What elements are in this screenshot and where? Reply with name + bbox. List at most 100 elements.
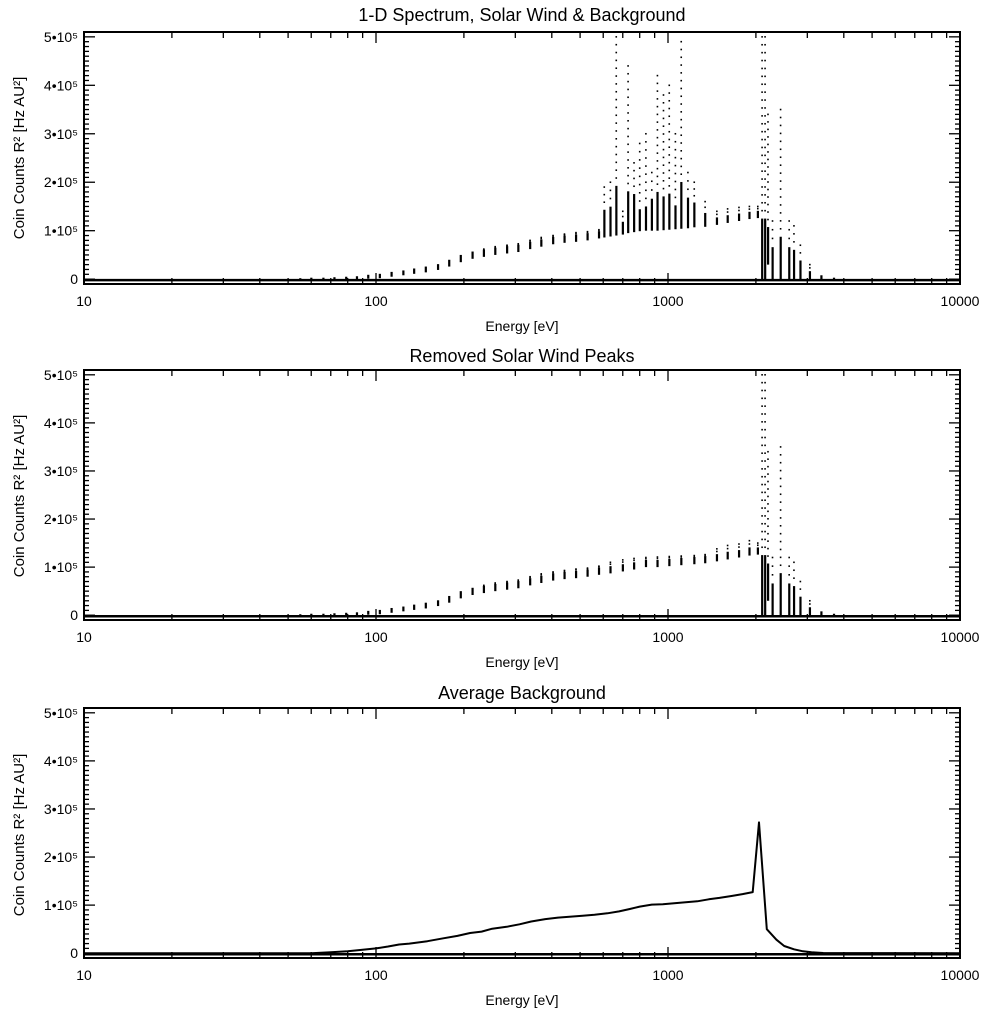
data-point bbox=[674, 196, 677, 199]
energy-step bbox=[603, 186, 606, 238]
data-point bbox=[627, 182, 629, 185]
energy-step bbox=[771, 220, 774, 280]
energy-step bbox=[638, 142, 641, 232]
y-axis-label: Coin Counts R² [Hz AU²] bbox=[11, 77, 28, 240]
energy-step bbox=[726, 208, 729, 223]
data-point bbox=[771, 237, 774, 240]
plot-area: 10 100 1000 10000 0 1•10⁵ 2•10⁵ 3•10⁵ 4•10⁵ 5•10⁵ bbox=[44, 705, 980, 983]
data-point bbox=[540, 236, 543, 239]
energy-step bbox=[693, 554, 696, 565]
energy-step bbox=[367, 610, 370, 615]
data-point bbox=[668, 123, 671, 125]
x-tick-label: 10000 bbox=[941, 967, 980, 983]
data-point bbox=[627, 65, 629, 67]
data-point bbox=[650, 171, 653, 174]
y-tick-label: 2•10⁵ bbox=[44, 511, 78, 527]
data-point-cluster bbox=[540, 239, 543, 247]
data-point-cluster bbox=[644, 559, 648, 568]
x-tick-label: 1000 bbox=[652, 967, 683, 983]
data-point bbox=[627, 135, 629, 138]
data-point bbox=[529, 239, 531, 242]
data-point bbox=[517, 579, 520, 581]
data-point bbox=[609, 189, 612, 192]
data-point bbox=[603, 186, 606, 188]
data-point-cluster bbox=[355, 612, 359, 616]
data-point bbox=[517, 242, 520, 245]
data-point-cluster bbox=[563, 235, 566, 243]
data-point bbox=[767, 503, 769, 505]
data-point-cluster bbox=[459, 591, 462, 599]
data-point bbox=[748, 539, 751, 542]
panel-title: 1-D Spectrum, Solar Wind & Background bbox=[358, 5, 685, 25]
energy-step bbox=[792, 561, 796, 616]
data-point bbox=[761, 201, 763, 204]
data-point bbox=[761, 405, 763, 407]
data-point bbox=[761, 397, 763, 400]
energy-step bbox=[650, 171, 653, 231]
y-axis-label: Coin Counts R² [Hz AU²] bbox=[11, 754, 28, 917]
data-point bbox=[764, 170, 766, 172]
data-point bbox=[767, 495, 769, 498]
data-point bbox=[779, 204, 782, 206]
data-point bbox=[767, 540, 769, 542]
data-point bbox=[761, 507, 763, 509]
data-point-cluster bbox=[413, 604, 416, 610]
data-point-cluster bbox=[761, 555, 764, 616]
data-point-cluster bbox=[506, 582, 509, 590]
energy-step bbox=[621, 210, 624, 235]
data-point-cluster bbox=[766, 563, 770, 601]
data-point bbox=[761, 381, 763, 384]
data-point bbox=[494, 245, 497, 248]
energy-step bbox=[563, 569, 566, 580]
data-point-cluster bbox=[832, 277, 836, 280]
data-point bbox=[656, 136, 659, 139]
data-point bbox=[680, 103, 683, 105]
data-point bbox=[761, 194, 763, 196]
data-point bbox=[598, 228, 600, 231]
data-point bbox=[764, 436, 766, 439]
data-point bbox=[633, 177, 635, 180]
data-point-cluster bbox=[779, 573, 782, 616]
energy-step bbox=[748, 205, 751, 220]
data-point bbox=[767, 203, 769, 206]
data-point-cluster bbox=[609, 206, 612, 237]
data-point bbox=[638, 175, 641, 178]
data-point bbox=[764, 130, 766, 133]
data-point bbox=[716, 548, 718, 550]
data-point bbox=[764, 194, 766, 196]
data-point-cluster bbox=[402, 270, 405, 276]
data-point-cluster bbox=[621, 564, 624, 572]
data-point bbox=[483, 248, 485, 250]
data-point bbox=[650, 180, 653, 183]
x-tick-label: 10000 bbox=[941, 293, 980, 309]
data-point bbox=[767, 458, 769, 460]
data-point bbox=[793, 225, 795, 227]
data-point-cluster bbox=[764, 555, 767, 616]
energy-step bbox=[413, 604, 416, 610]
data-point bbox=[674, 132, 677, 135]
data-point bbox=[674, 156, 677, 159]
data-point bbox=[680, 72, 683, 74]
data-point-cluster bbox=[436, 600, 440, 607]
data-point bbox=[615, 90, 618, 93]
data-point-cluster bbox=[756, 210, 759, 219]
data-point bbox=[662, 141, 665, 143]
data-point bbox=[771, 565, 774, 567]
data-point bbox=[779, 485, 782, 488]
panel-spectrum: 1-D Spectrum, Solar Wind & Background Co… bbox=[11, 5, 980, 334]
data-point bbox=[809, 263, 811, 266]
data-point-cluster bbox=[378, 273, 381, 279]
data-point bbox=[680, 150, 683, 152]
energy-step bbox=[390, 271, 393, 277]
data-point bbox=[767, 517, 769, 520]
data-point bbox=[656, 90, 659, 92]
data-point bbox=[668, 556, 671, 559]
data-point bbox=[761, 59, 763, 62]
data-point-cluster bbox=[680, 181, 683, 229]
x-tick-label: 1000 bbox=[652, 293, 683, 309]
data-point-cluster bbox=[792, 249, 796, 280]
data-point bbox=[761, 530, 763, 533]
data-point-cluster bbox=[771, 583, 774, 616]
energy-step bbox=[761, 36, 764, 280]
data-point bbox=[693, 194, 696, 197]
